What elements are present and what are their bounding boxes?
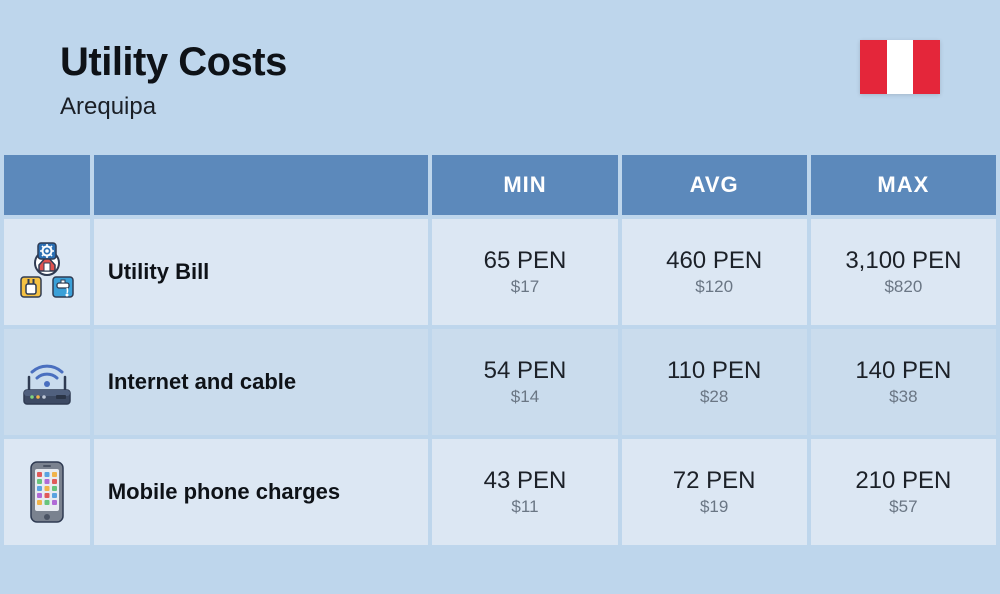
cell-avg: 72 PEN $19 — [620, 437, 809, 547]
cell-max: 140 PEN $38 — [809, 327, 998, 437]
cell-min: 54 PEN $14 — [430, 327, 619, 437]
header: Utility Costs Arequipa — [0, 0, 1000, 151]
icon-cell — [2, 437, 92, 547]
page-title: Utility Costs — [60, 40, 287, 85]
cell-min: 43 PEN $11 — [430, 437, 619, 547]
col-header-label — [92, 153, 431, 217]
row-label: Mobile phone charges — [92, 437, 431, 547]
secondary-value: $11 — [432, 497, 617, 517]
icon-cell — [2, 327, 92, 437]
costs-table: MIN AVG MAX — [0, 151, 1000, 549]
secondary-value: $19 — [622, 497, 807, 517]
primary-value: 460 PEN — [622, 247, 807, 275]
primary-value: 210 PEN — [811, 467, 996, 495]
secondary-value: $17 — [432, 277, 617, 297]
flag-stripe-right — [913, 40, 940, 94]
secondary-value: $820 — [811, 277, 996, 297]
primary-value: 43 PEN — [432, 467, 617, 495]
secondary-value: $120 — [622, 277, 807, 297]
secondary-value: $38 — [811, 387, 996, 407]
primary-value: 3,100 PEN — [811, 247, 996, 275]
secondary-value: $57 — [811, 497, 996, 517]
title-block: Utility Costs Arequipa — [60, 40, 287, 121]
primary-value: 140 PEN — [811, 357, 996, 385]
flag-peru — [860, 40, 940, 94]
col-header-avg: AVG — [620, 153, 809, 217]
col-header-max: MAX — [809, 153, 998, 217]
primary-value: 110 PEN — [622, 357, 807, 385]
table-row: Utility Bill 65 PEN $17 460 PEN $120 3,1… — [2, 217, 998, 327]
cell-max: 210 PEN $57 — [809, 437, 998, 547]
row-label: Internet and cable — [92, 327, 431, 437]
cell-max: 3,100 PEN $820 — [809, 217, 998, 327]
icon-cell — [2, 217, 92, 327]
flag-stripe-left — [860, 40, 887, 94]
cell-avg: 110 PEN $28 — [620, 327, 809, 437]
primary-value: 72 PEN — [622, 467, 807, 495]
col-header-icon — [2, 153, 92, 217]
phone-icon — [25, 459, 69, 525]
secondary-value: $28 — [622, 387, 807, 407]
table-row: Mobile phone charges 43 PEN $11 72 PEN $… — [2, 437, 998, 547]
table-row: Internet and cable 54 PEN $14 110 PEN $2… — [2, 327, 998, 437]
cell-avg: 460 PEN $120 — [620, 217, 809, 327]
secondary-value: $14 — [432, 387, 617, 407]
page-subtitle: Arequipa — [60, 93, 287, 121]
utility-icon — [16, 241, 78, 303]
flag-stripe-center — [887, 40, 914, 94]
col-header-min: MIN — [430, 153, 619, 217]
primary-value: 54 PEN — [432, 357, 617, 385]
row-label: Utility Bill — [92, 217, 431, 327]
primary-value: 65 PEN — [432, 247, 617, 275]
cell-min: 65 PEN $17 — [430, 217, 619, 327]
router-icon — [16, 354, 78, 410]
